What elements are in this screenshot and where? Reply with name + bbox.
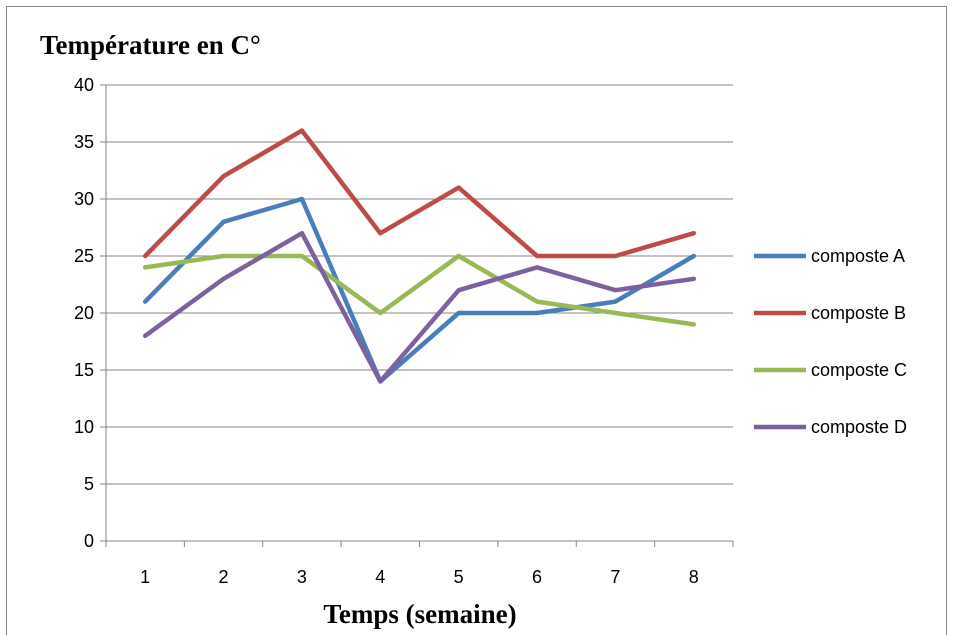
- series-lines: [142, 128, 697, 384]
- legend-label: composte B: [811, 303, 906, 323]
- legend: composte A composte B composte C composte D: [754, 246, 907, 437]
- x-axis-label: Temps (semaine): [323, 599, 516, 629]
- y-tick-label: 0: [84, 531, 94, 551]
- x-tick-label: 3: [297, 567, 307, 587]
- series-line: [142, 196, 697, 384]
- tick-labels: 0 5 10 15 20 25 30 35 40 1 2 3 4 5 6 7 8: [74, 75, 699, 587]
- axes: [100, 84, 734, 547]
- y-tick-label: 40: [74, 75, 94, 95]
- legend-label: composte C: [811, 360, 907, 380]
- y-tick-label: 25: [74, 246, 94, 266]
- y-tick-label: 10: [74, 417, 94, 437]
- y-tick-label: 30: [74, 189, 94, 209]
- x-tick-label: 2: [219, 567, 229, 587]
- y-tick-label: 15: [74, 360, 94, 380]
- x-tick-label: 8: [689, 567, 699, 587]
- y-tick-label: 35: [74, 132, 94, 152]
- y-tick-label: 5: [84, 474, 94, 494]
- series-line: [142, 230, 697, 384]
- series-line: [142, 128, 697, 259]
- chart-title: Température en C°: [40, 30, 261, 60]
- legend-label: composte A: [811, 246, 905, 266]
- series-line: [142, 253, 697, 327]
- x-tick-label: 5: [454, 567, 464, 587]
- y-tick-label: 20: [74, 303, 94, 323]
- x-tick-label: 1: [140, 567, 150, 587]
- x-tick-label: 4: [375, 567, 385, 587]
- x-tick-label: 6: [532, 567, 542, 587]
- grid-lines: [106, 84, 733, 485]
- legend-label: composte D: [811, 417, 907, 437]
- x-tick-label: 7: [610, 567, 620, 587]
